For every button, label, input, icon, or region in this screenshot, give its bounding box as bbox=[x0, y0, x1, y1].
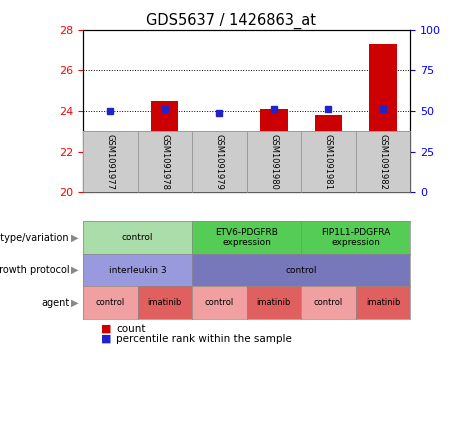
Bar bbox=[97, 174, 124, 192]
Text: count: count bbox=[116, 324, 146, 334]
Text: GSM1091979: GSM1091979 bbox=[215, 134, 224, 190]
Text: agent: agent bbox=[41, 298, 69, 308]
Text: GSM1091982: GSM1091982 bbox=[378, 134, 388, 190]
Text: genotype/variation: genotype/variation bbox=[0, 233, 69, 242]
Text: GSM1091977: GSM1091977 bbox=[106, 134, 115, 190]
Text: ▶: ▶ bbox=[71, 298, 79, 308]
Text: imatinib: imatinib bbox=[366, 298, 400, 307]
Text: percentile rank within the sample: percentile rank within the sample bbox=[116, 334, 292, 344]
Text: ▶: ▶ bbox=[71, 265, 79, 275]
Text: control: control bbox=[122, 233, 153, 242]
Text: ■: ■ bbox=[101, 324, 112, 334]
Text: GSM1091978: GSM1091978 bbox=[160, 134, 169, 190]
Text: control: control bbox=[205, 298, 234, 307]
Text: interleukin 3: interleukin 3 bbox=[109, 266, 166, 275]
Text: control: control bbox=[285, 266, 317, 275]
Text: control: control bbox=[95, 298, 125, 307]
Text: FIP1L1-PDGFRA
expression: FIP1L1-PDGFRA expression bbox=[321, 228, 390, 247]
Bar bbox=[315, 115, 342, 192]
Bar bbox=[369, 44, 396, 192]
Text: control: control bbox=[314, 298, 343, 307]
Bar bbox=[260, 109, 288, 192]
Text: ▶: ▶ bbox=[71, 233, 79, 242]
Text: ETV6-PDGFRB
expression: ETV6-PDGFRB expression bbox=[215, 228, 278, 247]
Text: GSM1091980: GSM1091980 bbox=[269, 134, 278, 190]
Text: ■: ■ bbox=[101, 334, 112, 344]
Bar bbox=[206, 174, 233, 192]
Text: GDS5637 / 1426863_at: GDS5637 / 1426863_at bbox=[146, 13, 315, 29]
Text: growth protocol: growth protocol bbox=[0, 265, 69, 275]
Text: imatinib: imatinib bbox=[148, 298, 182, 307]
Text: imatinib: imatinib bbox=[257, 298, 291, 307]
Text: GSM1091981: GSM1091981 bbox=[324, 134, 333, 190]
Bar bbox=[151, 101, 178, 192]
